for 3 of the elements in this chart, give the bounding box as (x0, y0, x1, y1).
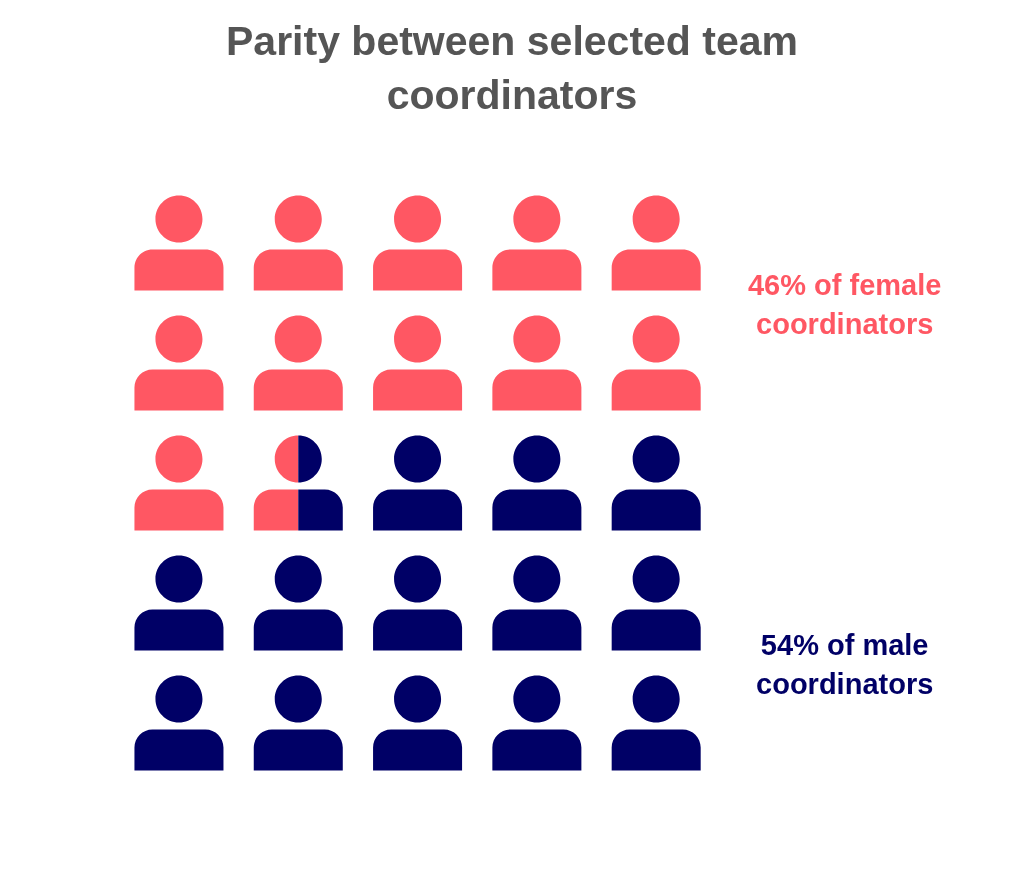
text: Parity between selected team coordinators (226, 18, 798, 118)
data-label: 46% of female coordinators (747, 269, 942, 341)
data-label: 54% of male coordinators (756, 629, 934, 701)
